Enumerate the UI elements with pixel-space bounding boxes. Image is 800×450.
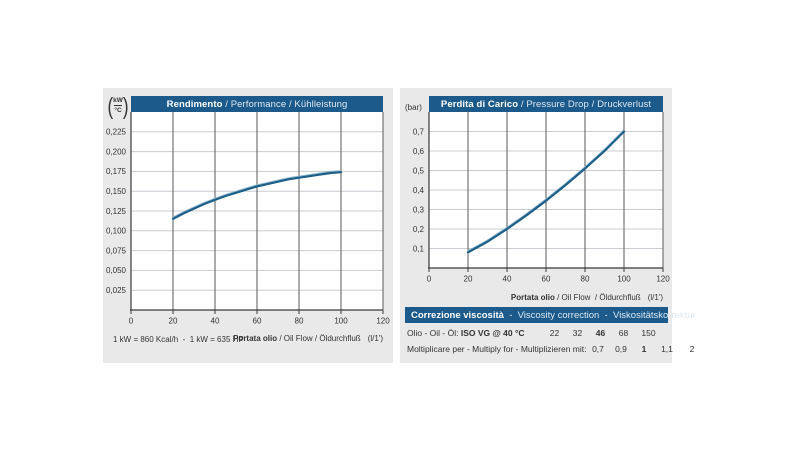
vg-value: 32 bbox=[572, 327, 583, 338]
vc-header-bold: Correzione viscosità bbox=[411, 309, 504, 321]
svg-text:0,1: 0,1 bbox=[413, 244, 425, 253]
svg-text:0: 0 bbox=[129, 317, 134, 326]
svg-text:0,150: 0,150 bbox=[106, 187, 127, 196]
conversion-footnote: 1 kW = 860 Kcal/h - 1 kW = 635 HP bbox=[113, 335, 244, 344]
svg-text:0,200: 0,200 bbox=[106, 147, 127, 156]
title-rest: / Performance / Kühlleistung bbox=[222, 98, 348, 110]
svg-text:120: 120 bbox=[656, 275, 670, 284]
svg-text:0,4: 0,4 bbox=[413, 186, 425, 195]
performance-chart-title: Rendimento / Performance / Kühlleistung bbox=[131, 96, 383, 112]
multiplier-value: 2 bbox=[689, 343, 695, 354]
svg-text:40: 40 bbox=[211, 317, 220, 326]
paren-open: ( bbox=[107, 93, 114, 119]
svg-text:0,175: 0,175 bbox=[106, 167, 127, 176]
paren-close: ) bbox=[122, 93, 129, 119]
svg-text:80: 80 bbox=[581, 275, 590, 284]
performance-plot: 0,225 0,200 0,175 0,150 0,125 0,100 0,075 0,050… bbox=[106, 112, 390, 326]
svg-text:0,6: 0,6 bbox=[413, 147, 425, 156]
multiplier-value: 1,1 bbox=[661, 343, 673, 354]
performance-chart-panel: ( kW °C ) Rendimento / Performance / Küh… bbox=[103, 88, 393, 363]
svg-text:0,025: 0,025 bbox=[106, 286, 127, 295]
row-label: Olio - Oil - Öl: ISO VG @ 40 °C bbox=[407, 328, 543, 338]
x-tick-labels: 0 20 40 60 80 100 120 bbox=[129, 317, 390, 326]
y-tick-labels: 0,7 0,6 0,5 0,4 0,3 0,2 0,1 bbox=[413, 127, 425, 253]
row-label: Moltiplicare per - Multiply for - Multip… bbox=[407, 344, 587, 354]
pressure-drop-chart-title: Perdita di Carico / Pressure Drop / Druc… bbox=[429, 96, 663, 112]
svg-text:80: 80 bbox=[295, 317, 304, 326]
xlabel-unit: (l/1') bbox=[367, 334, 383, 343]
title-bold: Rendimento bbox=[166, 98, 223, 110]
svg-text:0: 0 bbox=[427, 275, 432, 284]
kw-per-c-fraction: kW °C bbox=[113, 97, 123, 115]
x-tick-marks bbox=[428, 268, 664, 272]
vg-value: 150 bbox=[641, 327, 656, 338]
pressure-drop-panel: (bar) Perdita di Carico / Pressure Drop … bbox=[400, 88, 696, 363]
xlabel-rest: / Oil Flow / Öldurchfluß bbox=[277, 334, 361, 343]
svg-text:0,5: 0,5 bbox=[413, 166, 425, 175]
vertical-gridlines bbox=[130, 112, 384, 310]
svg-text:100: 100 bbox=[617, 275, 631, 284]
svg-text:60: 60 bbox=[542, 275, 551, 284]
xlabel-unit: (l/1') bbox=[647, 293, 663, 302]
multiplier-value-reference: 1 bbox=[641, 343, 647, 354]
row-label-prefix: Moltiplicare per - Multiply for - Multip… bbox=[407, 343, 587, 354]
x-axis-label: Portata olio / Oil Flow / Öldurchfluß (l/… bbox=[224, 325, 383, 352]
svg-text:100: 100 bbox=[334, 317, 348, 326]
svg-text:0,075: 0,075 bbox=[106, 246, 127, 255]
y-tick-labels: 0,225 0,200 0,175 0,150 0,125 0,100 0,075 0,050… bbox=[106, 128, 127, 295]
svg-text:0,050: 0,050 bbox=[106, 266, 127, 275]
xlabel-bold: Portata olio bbox=[510, 293, 555, 302]
x-axis-label: Portata olio / Oil Flow / Öldurchfluß (l/… bbox=[502, 284, 663, 311]
title-rest: / Pressure Drop / Druckverlust bbox=[518, 98, 652, 110]
vg-value: 22 bbox=[549, 327, 560, 338]
xlabel-bold: Portata olio bbox=[233, 334, 278, 343]
svg-text:0,3: 0,3 bbox=[413, 205, 425, 214]
vg-value-reference: 46 bbox=[595, 327, 606, 338]
multiplier-row: Moltiplicare per - Multiply for - Multip… bbox=[407, 341, 694, 356]
viscosity-correction-header: Correzione viscosità - Viscosity correct… bbox=[405, 307, 696, 323]
svg-text:0,125: 0,125 bbox=[106, 207, 127, 216]
multiplier-value: 0,7 bbox=[592, 343, 604, 354]
svg-text:0,225: 0,225 bbox=[106, 128, 127, 137]
xlabel-rest: / Oil Flow / Öldurchfluß bbox=[554, 293, 641, 302]
unit-denominator: °C bbox=[114, 105, 122, 114]
row-label-prefix: Olio - Oil - Öl: bbox=[407, 327, 461, 338]
row-label-bold: ISO VG @ 40 °C bbox=[460, 327, 525, 338]
svg-text:0,7: 0,7 bbox=[413, 127, 425, 136]
svg-text:20: 20 bbox=[464, 275, 473, 284]
vg-value: 68 bbox=[618, 327, 629, 338]
pressure-drop-curve bbox=[466, 130, 626, 254]
unit-numerator: kW bbox=[113, 97, 123, 105]
vertical-gridlines bbox=[428, 112, 664, 268]
x-tick-marks bbox=[130, 310, 384, 314]
pressure-drop-plot: 0,7 0,6 0,5 0,4 0,3 0,2 0,1 0 20 40 60 80 100 120 bbox=[413, 112, 670, 284]
svg-text:0,2: 0,2 bbox=[413, 225, 425, 234]
x-tick-labels: 0 20 40 60 80 100 120 bbox=[427, 275, 670, 284]
svg-text:40: 40 bbox=[503, 275, 512, 284]
svg-text:20: 20 bbox=[169, 317, 178, 326]
title-bold: Perdita di Carico bbox=[440, 98, 519, 110]
cooling-capacity-curve bbox=[171, 171, 343, 220]
vc-header-rest: - Viscosity correction - Viskositätskorr… bbox=[503, 309, 696, 321]
svg-text:60: 60 bbox=[253, 317, 262, 326]
svg-text:0,100: 0,100 bbox=[106, 227, 127, 236]
multiplier-value: 0,9 bbox=[615, 343, 627, 354]
y-axis-unit-kw-per-c: ( kW °C ) bbox=[105, 93, 131, 119]
y-axis-unit-bar: (bar) bbox=[405, 103, 422, 112]
viscosity-grade-row: Olio - Oil - Öl: ISO VG @ 40 °C 22 32 46… bbox=[407, 325, 668, 340]
svg-text:120: 120 bbox=[376, 317, 390, 326]
